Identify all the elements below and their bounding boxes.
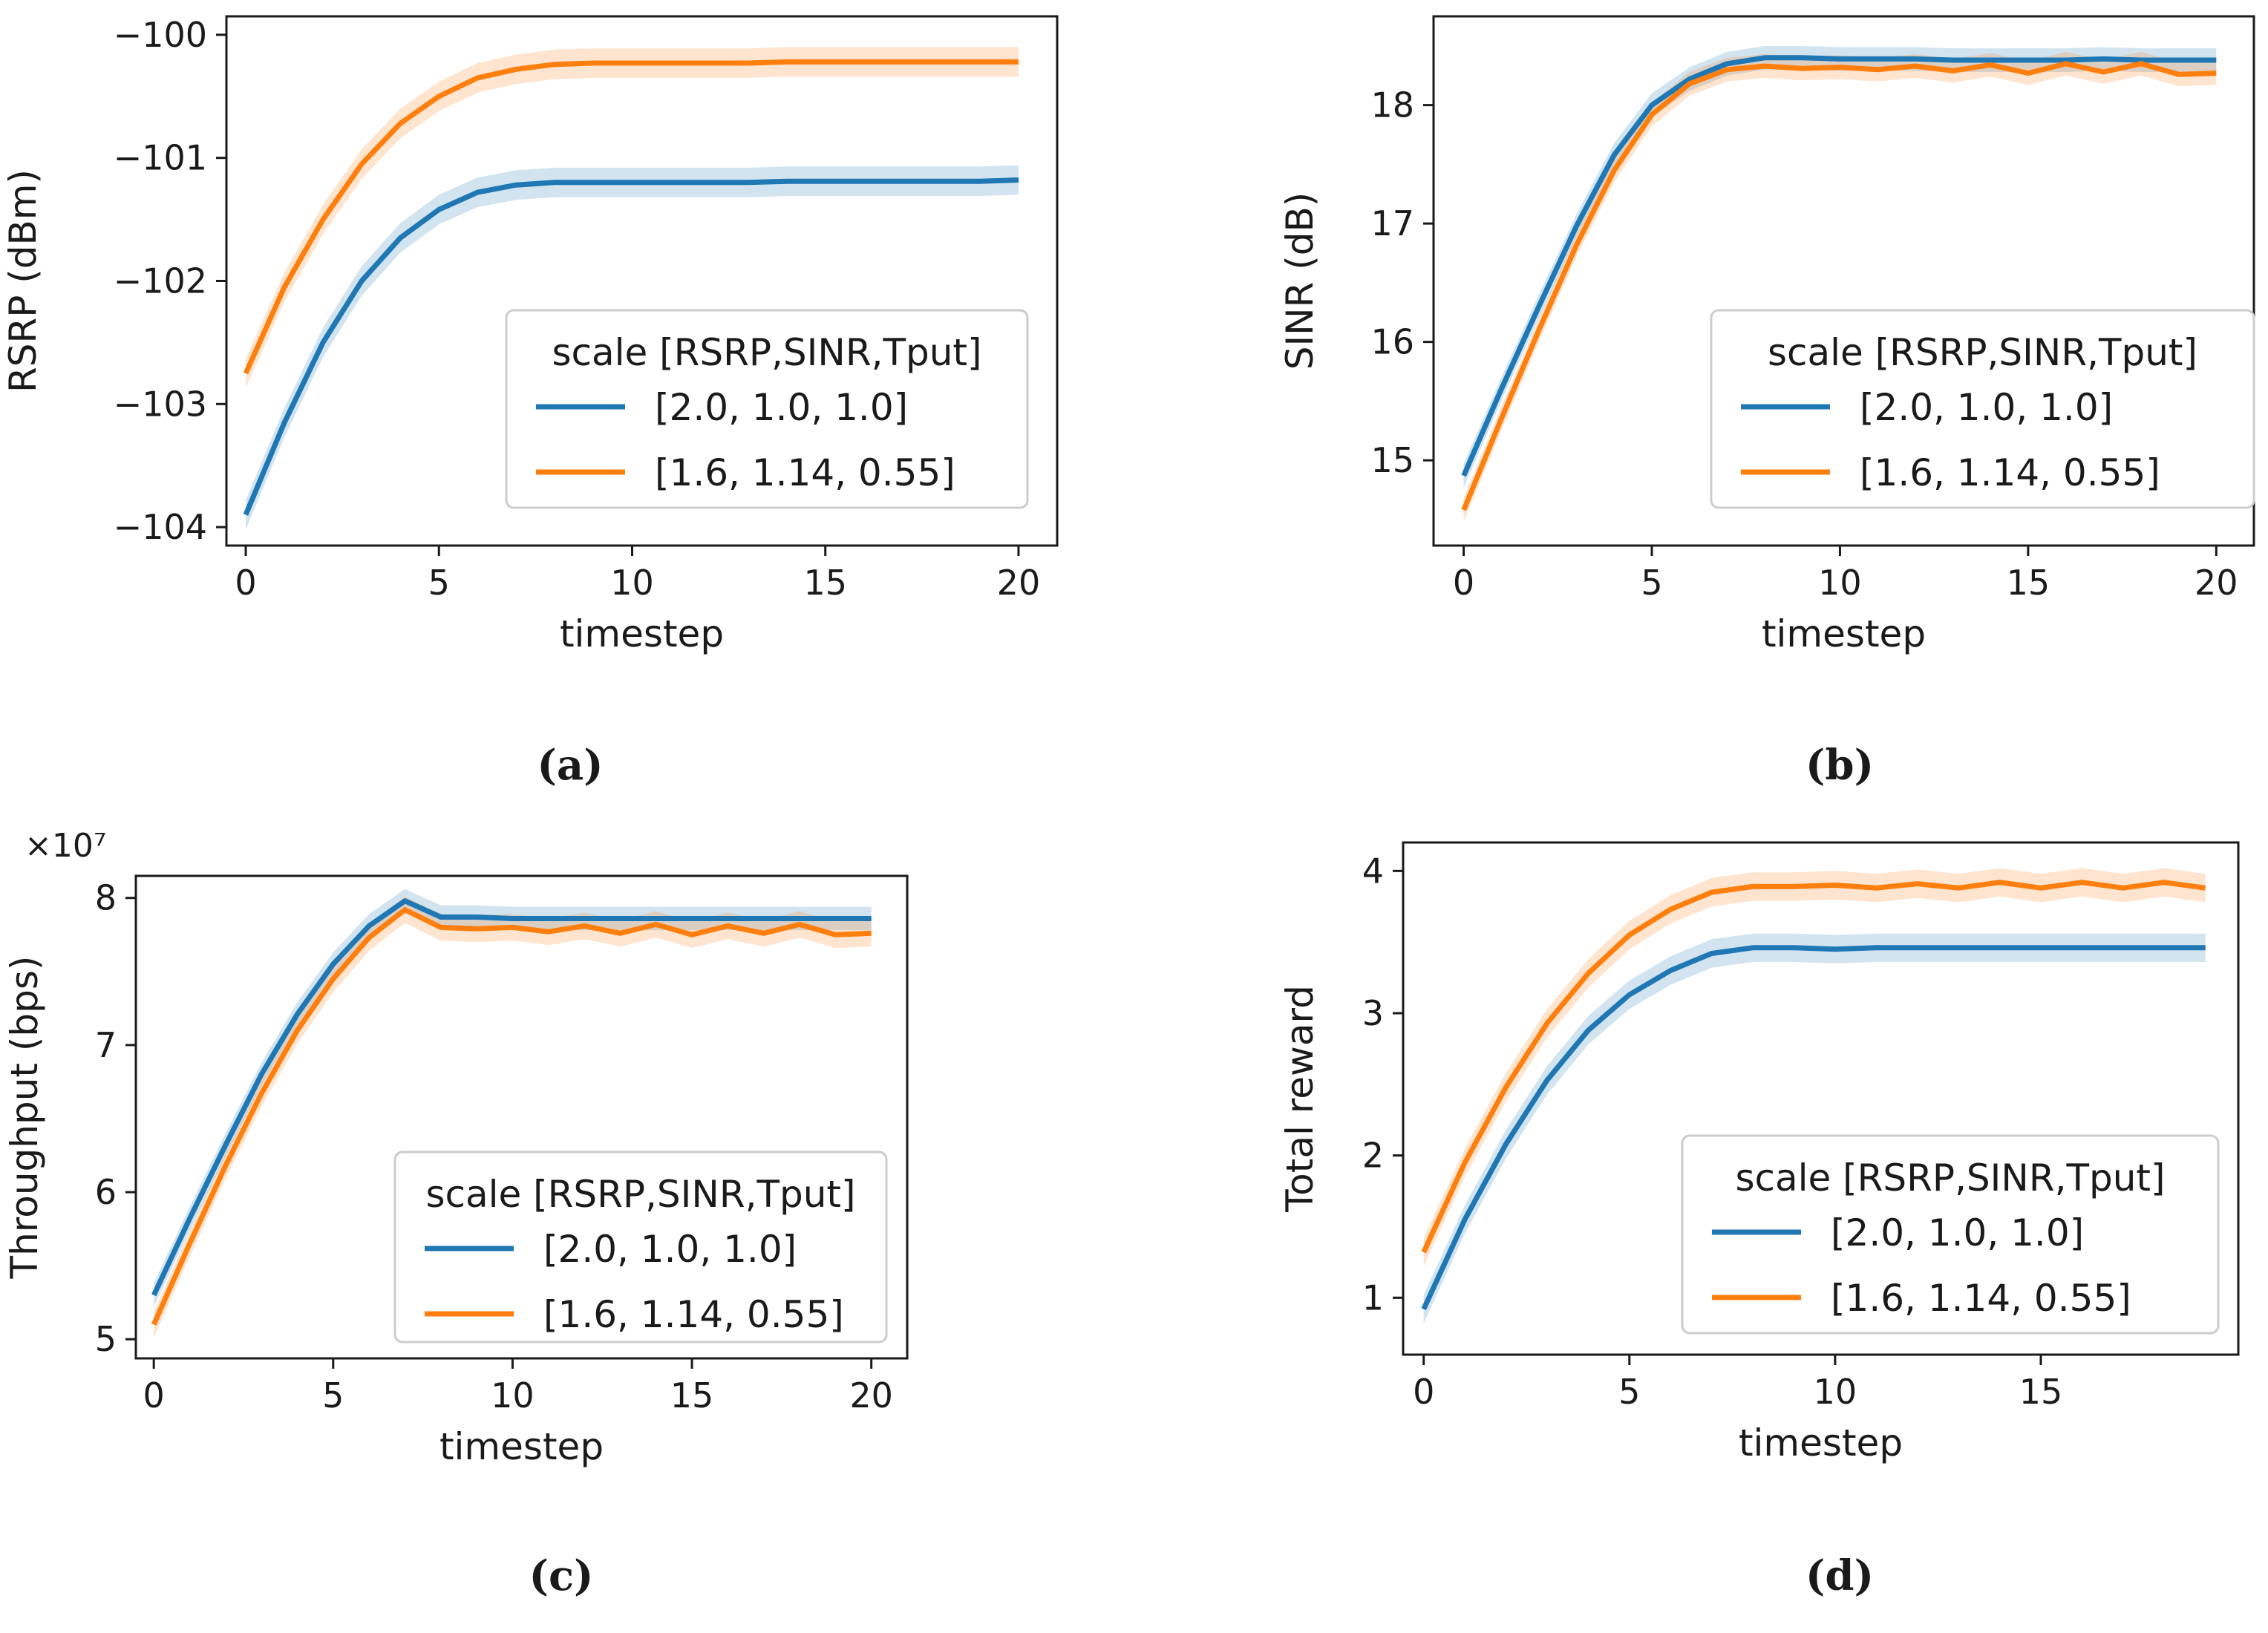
y-tick-label: 18: [1370, 85, 1414, 125]
x-tick-label: 0: [1413, 1372, 1434, 1412]
panel-caption: (d): [1805, 1551, 1874, 1600]
y-tick-label: −103: [114, 384, 207, 424]
legend: scale [RSRP,SINR,Tput] [2.0, 1.0, 1.0] [1.…: [1710, 309, 2255, 509]
series-line-1: [151, 898, 872, 1297]
x-tick-label: 10: [1818, 563, 1862, 603]
legend-title: scale [RSRP,SINR,Tput]: [552, 331, 981, 374]
y-tick-label: 5: [95, 1319, 117, 1359]
y-tick-label: 6: [95, 1172, 117, 1212]
legend-title: scale [RSRP,SINR,Tput]: [1768, 331, 2197, 374]
x-tick-label: 20: [997, 563, 1041, 603]
x-tick-label: 5: [428, 563, 450, 603]
series-line-2: [1461, 61, 2217, 511]
legend-box: [505, 309, 1029, 509]
legend: scale [RSRP,SINR,Tput] [2.0, 1.0, 1.0] [1.…: [1681, 1134, 2220, 1335]
x-tick-label: 20: [849, 1375, 893, 1416]
legend-entry-1: [2.0, 1.0, 1.0]: [655, 386, 908, 429]
x-tick-label: 15: [2019, 1372, 2063, 1412]
x-tick-label: 10: [491, 1375, 535, 1416]
y-tick-label: 16: [1370, 322, 1414, 362]
legend-entry-1: [2.0, 1.0, 1.0]: [1831, 1211, 2084, 1254]
series-line-1: [1421, 945, 2206, 1311]
legend-entry-1: [2.0, 1.0, 1.0]: [1860, 386, 2113, 429]
series-line-2: [1421, 880, 2206, 1254]
y-offset-label: ×10⁷: [24, 827, 107, 865]
y-tick-label: 2: [1362, 1136, 1384, 1176]
x-axis-label: timestep: [1762, 612, 1926, 655]
panel-caption: (a): [537, 741, 603, 790]
panel-caption: (b): [1805, 741, 1874, 790]
x-tick-label: 0: [1453, 563, 1474, 603]
x-axis-label: timestep: [1739, 1421, 1903, 1465]
y-axis-label: RSRP (dBm): [1, 169, 45, 393]
y-axis-label: Throughput (bps): [3, 956, 46, 1280]
y-axis-label: SINR (dB): [1278, 192, 1321, 370]
chart-panel-a: 0 5 10 15 20 −104 −103 −102 −101 −100 timestep RSRP…: [1, 15, 1059, 790]
panel-caption: (c): [529, 1551, 593, 1600]
series-line-2: [243, 59, 1019, 375]
y-axis-label: Total reward: [1278, 985, 1321, 1213]
x-tick-label: 0: [235, 563, 256, 603]
legend: scale [RSRP,SINR,Tput] [2.0, 1.0, 1.0] [1.…: [505, 309, 1029, 509]
legend-entry-2: [1.6, 1.14, 0.55]: [543, 1293, 844, 1336]
legend-entry-1: [2.0, 1.0, 1.0]: [543, 1228, 797, 1271]
x-axis-label: timestep: [560, 612, 724, 655]
plot-frame: [1402, 841, 2240, 1356]
chart-panel-d: 0 5 10 15 1 2 3 4 timestep Total reward scale [RSR…: [1278, 841, 2240, 1600]
y-tick-label: −102: [114, 261, 207, 301]
x-tick-label: 0: [143, 1375, 165, 1416]
series-line-2: [151, 907, 872, 1326]
y-tick-label: 17: [1370, 203, 1414, 243]
series-line-1: [243, 177, 1019, 516]
legend-title: scale [RSRP,SINR,Tput]: [1735, 1156, 2165, 1200]
legend: scale [RSRP,SINR,Tput] [2.0, 1.0, 1.0] [1.…: [393, 1151, 888, 1344]
legend-box: [1710, 309, 2255, 509]
x-tick-label: 10: [1814, 1372, 1857, 1412]
y-tick-label: −104: [114, 507, 207, 547]
legend-entry-2: [1.6, 1.14, 0.55]: [1860, 451, 2160, 494]
x-tick-label: 5: [1641, 563, 1662, 603]
legend-box: [393, 1151, 888, 1344]
y-tick-label: 15: [1370, 440, 1414, 480]
plot-frame: [134, 874, 909, 1360]
x-tick-label: 15: [803, 563, 847, 603]
x-tick-label: 20: [2195, 563, 2238, 603]
plot-frame: [1432, 15, 2255, 547]
y-tick-label: 4: [1362, 851, 1384, 891]
x-tick-label: 15: [670, 1375, 714, 1416]
chart-panel-b: 0 5 10 15 20 15 16 17 18 timestep SINR (dB) scale […: [1278, 15, 2255, 790]
y-tick-label: −100: [114, 15, 207, 55]
legend-title: scale [RSRP,SINR,Tput]: [425, 1173, 855, 1216]
y-tick-label: 7: [95, 1025, 117, 1065]
legend-entry-2: [1.6, 1.14, 0.55]: [655, 451, 955, 494]
y-tick-label: 3: [1362, 993, 1384, 1033]
x-tick-label: 15: [2007, 563, 2050, 603]
y-tick-label: 1: [1362, 1277, 1384, 1318]
legend-box: [1681, 1134, 2220, 1335]
x-axis-label: timestep: [439, 1425, 604, 1468]
legend-entry-2: [1.6, 1.14, 0.55]: [1831, 1277, 2131, 1320]
x-tick-label: 5: [1618, 1372, 1640, 1412]
y-tick-label: −101: [114, 138, 207, 178]
y-tick-label: 8: [95, 878, 117, 918]
x-tick-label: 5: [322, 1375, 344, 1416]
series-line-1: [1461, 55, 2217, 477]
x-tick-label: 10: [610, 563, 654, 603]
